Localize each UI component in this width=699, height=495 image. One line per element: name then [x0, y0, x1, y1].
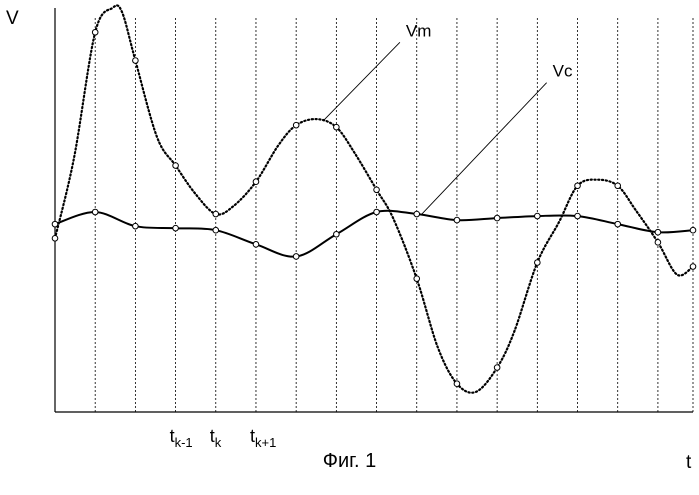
sample-point-vm	[615, 183, 621, 189]
sample-point-vc	[655, 229, 661, 235]
sample-point-vm	[454, 381, 460, 387]
sample-point-vc	[52, 221, 58, 227]
sample-point-vc	[414, 211, 420, 217]
sample-point-vc	[535, 213, 541, 219]
sample-point-vc	[133, 223, 139, 229]
sample-point-vm	[374, 187, 380, 193]
sample-point-vc	[615, 221, 621, 227]
sample-point-vc	[575, 213, 581, 219]
sample-point-vm	[293, 122, 299, 128]
sample-point-vm	[655, 240, 661, 246]
x-tick-label: tk-1	[170, 426, 193, 450]
sample-markers	[52, 29, 696, 386]
sample-point-vc	[334, 231, 340, 237]
sample-point-vm	[334, 124, 340, 130]
sample-point-vc	[173, 225, 179, 231]
annotation-leader-vm	[323, 42, 400, 121]
sample-point-vm	[92, 29, 98, 35]
annotation-leader-vc	[422, 83, 547, 214]
y-axis-label: V	[6, 8, 19, 29]
sample-point-vm	[414, 276, 420, 282]
sample-point-vm	[253, 179, 259, 185]
sample-point-vc	[374, 209, 380, 215]
sample-point-vc	[293, 254, 299, 260]
series-line-vm	[55, 5, 693, 392]
sample-point-vc	[253, 242, 259, 248]
annotation-label-vc: Vc	[553, 62, 573, 81]
sample-point-vm	[494, 365, 500, 371]
annotation-label-vm: Vm	[406, 21, 432, 40]
sample-point-vc	[494, 215, 500, 221]
sample-point-vm	[52, 235, 58, 241]
sample-point-vm	[133, 58, 139, 64]
sample-point-vm	[575, 183, 581, 189]
sample-point-vm	[535, 260, 541, 266]
series-lines	[55, 5, 693, 392]
sample-point-vm	[213, 211, 219, 217]
sample-point-vc	[454, 217, 460, 223]
sample-point-vm	[690, 264, 696, 270]
x-tick-label: tk+1	[250, 426, 276, 450]
x-tick-label: tk	[210, 426, 222, 450]
sample-point-vc	[92, 209, 98, 215]
sample-point-vc	[690, 227, 696, 233]
x-tick-labels: tk-1 tk tk+1	[170, 426, 277, 450]
sample-point-vc	[213, 227, 219, 233]
series-line-vc	[55, 211, 693, 257]
sample-point-vm	[173, 163, 179, 169]
figure-caption: Фиг. 1	[0, 450, 699, 473]
annotations: Vm Vc	[323, 21, 573, 214]
